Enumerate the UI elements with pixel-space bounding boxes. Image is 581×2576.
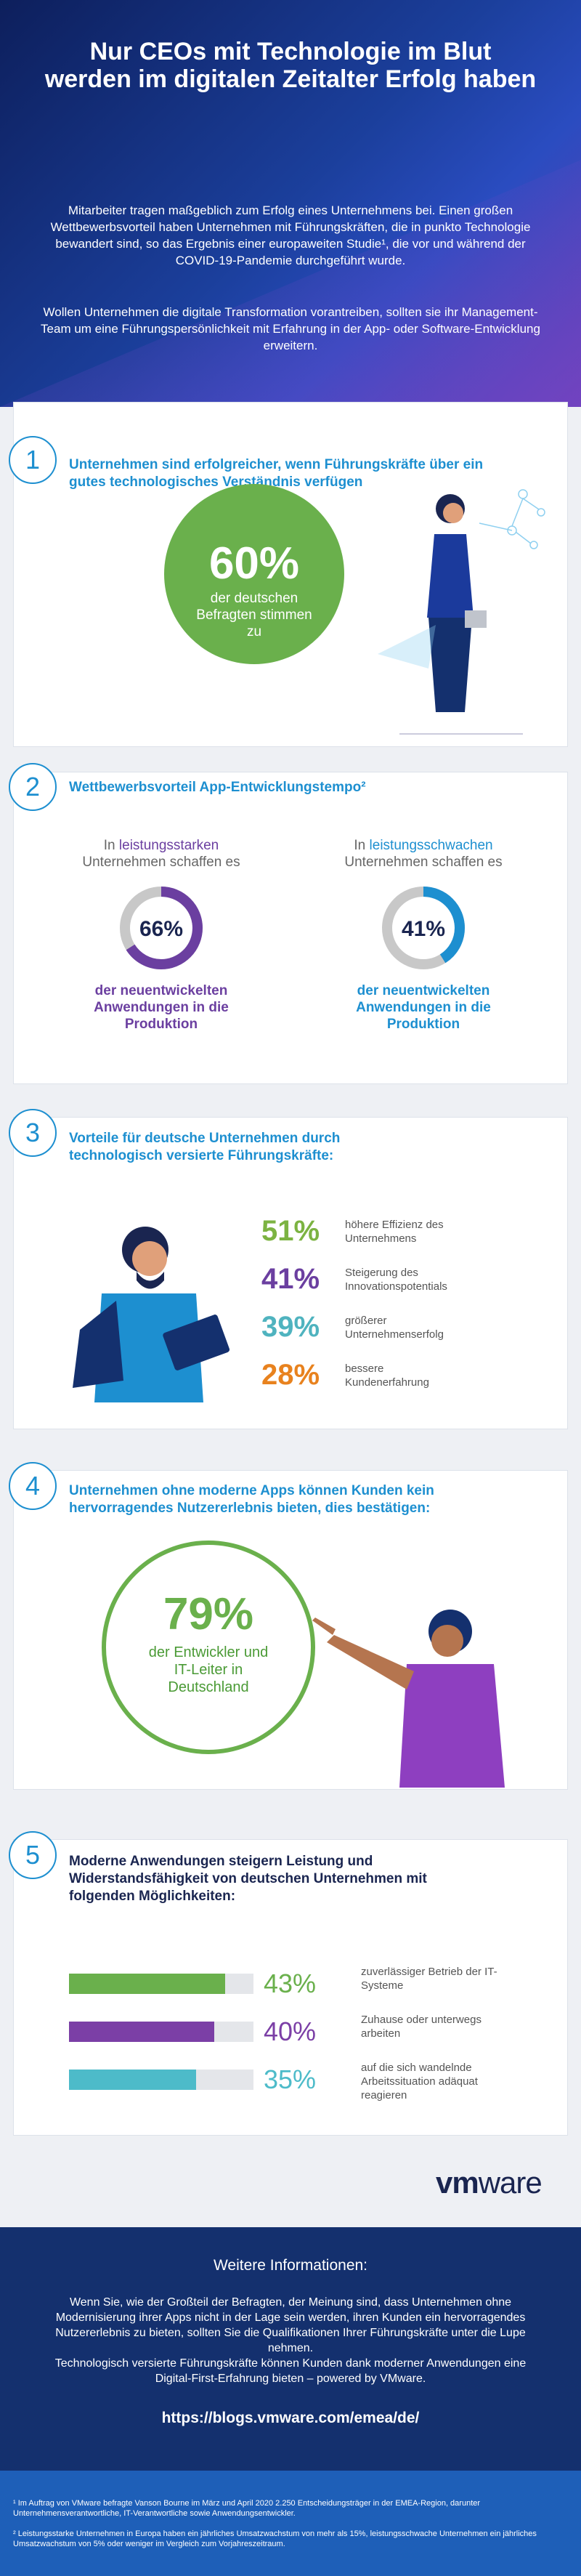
intro-text: Unternehmen schaffen es bbox=[82, 855, 240, 870]
intro-text: Unternehmen schaffen es bbox=[344, 855, 503, 870]
donut-chart bbox=[382, 887, 465, 969]
bar bbox=[69, 2070, 196, 2090]
bar-label-background bbox=[253, 2019, 323, 2045]
column-intro: In leistungsstarken Unternehmen schaffen… bbox=[52, 837, 270, 871]
intro-text: In bbox=[354, 838, 366, 853]
donut-label: 66% bbox=[139, 917, 184, 941]
bar-label-background bbox=[253, 2067, 323, 2093]
intro-text: In bbox=[103, 838, 115, 853]
intro-text: Wollen Unternehmen die digitale Transfor… bbox=[41, 305, 540, 352]
section-number: 4 bbox=[9, 1462, 57, 1510]
section-heading: Moderne Anwendungen steigern Leistung un… bbox=[69, 1854, 427, 1904]
stat-text: der deutschen Befragten stimmen zu bbox=[196, 591, 312, 639]
stat-value: 60% bbox=[208, 538, 300, 589]
item-value: 28% bbox=[261, 1359, 320, 1391]
illustration-man bbox=[73, 1227, 230, 1402]
donut-arc bbox=[382, 887, 465, 969]
bar-label: 40% bbox=[263, 2016, 317, 2046]
stat-value: 79% bbox=[163, 1589, 254, 1639]
highlight-text: leistungsschwachen bbox=[369, 838, 493, 853]
intro-text: Mitarbeiter tragen maßgeblich zum Erfolg… bbox=[50, 203, 531, 267]
bar-label: 35% bbox=[263, 2064, 317, 2094]
donut-label: 41% bbox=[401, 917, 446, 941]
footer-text: Technologisch versierte Führungskräfte k… bbox=[54, 2357, 527, 2385]
section-card bbox=[13, 772, 568, 1084]
column-text: der neuentwickelten Anwendungen in die P… bbox=[356, 983, 491, 1032]
illustration-woman-pointing bbox=[312, 1610, 505, 1788]
item-text: Steigerung des Innovationspotentials bbox=[345, 1267, 447, 1293]
item-text: bessere Kundenerfahrung bbox=[345, 1362, 429, 1389]
donut-chart bbox=[120, 887, 203, 969]
footnote: ¹ Im Auftrag von VMware befragte Vanson … bbox=[13, 2499, 481, 2518]
section-heading: Vorteile für deutsche Unternehmen durch … bbox=[69, 1131, 341, 1163]
bar-text: Zuhause oder unterwegs arbeiten bbox=[361, 2014, 482, 2040]
footnote: ² Leistungsstarke Unternehmen in Europa … bbox=[13, 2529, 537, 2548]
bar-chart-row bbox=[69, 2067, 323, 2093]
section-number: 3 bbox=[9, 1109, 57, 1157]
stat-circle bbox=[102, 1541, 315, 1754]
logo: vmware bbox=[436, 2165, 543, 2200]
logo-part: vm bbox=[436, 2165, 479, 2200]
item-value: 41% bbox=[261, 1263, 320, 1295]
bar-label-background bbox=[253, 1971, 323, 1997]
section-number: 1 bbox=[9, 436, 57, 484]
title: Nur CEOs mit Technologie im Blut werden … bbox=[44, 38, 537, 93]
column-text: der neuentwickelten Anwendungen in die P… bbox=[94, 983, 229, 1032]
section-heading: Wettbewerbsvorteil App-Entwicklungstempo… bbox=[69, 780, 366, 795]
stat-circle bbox=[164, 484, 344, 664]
item-text: höhere Effizienz des Unternehmens bbox=[345, 1219, 444, 1245]
column-intro: In leistungsschwachen Unternehmen schaff… bbox=[314, 837, 532, 871]
footnotes-background bbox=[0, 2471, 581, 2576]
bar-chart-row bbox=[69, 2019, 323, 2045]
bar-label: 43% bbox=[263, 1969, 317, 1998]
footer-text: Wenn Sie, wie der Großteil der Befragten… bbox=[55, 2296, 526, 2354]
item-value: 39% bbox=[261, 1311, 320, 1343]
section-number: 5 bbox=[9, 1831, 57, 1879]
highlight-text: leistungsstarken bbox=[118, 838, 219, 853]
section-heading: Unternehmen ohne moderne Apps können Kun… bbox=[69, 1483, 434, 1516]
stat-text: der Entwickler und IT-Leiter in Deutschl… bbox=[148, 1644, 269, 1695]
footer-title: Weitere Informationen: bbox=[213, 2257, 368, 2274]
bar bbox=[69, 2022, 214, 2042]
item-value: 51% bbox=[261, 1215, 320, 1247]
item-text: größerer Unternehmenserfolg bbox=[345, 1315, 444, 1341]
bar bbox=[69, 1974, 225, 1994]
bar-text: zuverlässiger Betrieb der IT-Systeme bbox=[361, 1966, 497, 1992]
donut-arc bbox=[120, 887, 203, 969]
bar-text: auf die sich wandelnde Arbeitssituation … bbox=[361, 2062, 478, 2101]
logo-part: ware bbox=[478, 2165, 543, 2200]
footer-link[interactable]: https://blogs.vmware.com/emea/de/ bbox=[161, 2410, 420, 2426]
bar-chart-row bbox=[69, 1971, 323, 1997]
illustration-woman bbox=[378, 489, 545, 735]
section-number: 2 bbox=[9, 763, 57, 811]
section-heading: Unternehmen sind erfolgreicher, wenn Füh… bbox=[69, 457, 484, 490]
